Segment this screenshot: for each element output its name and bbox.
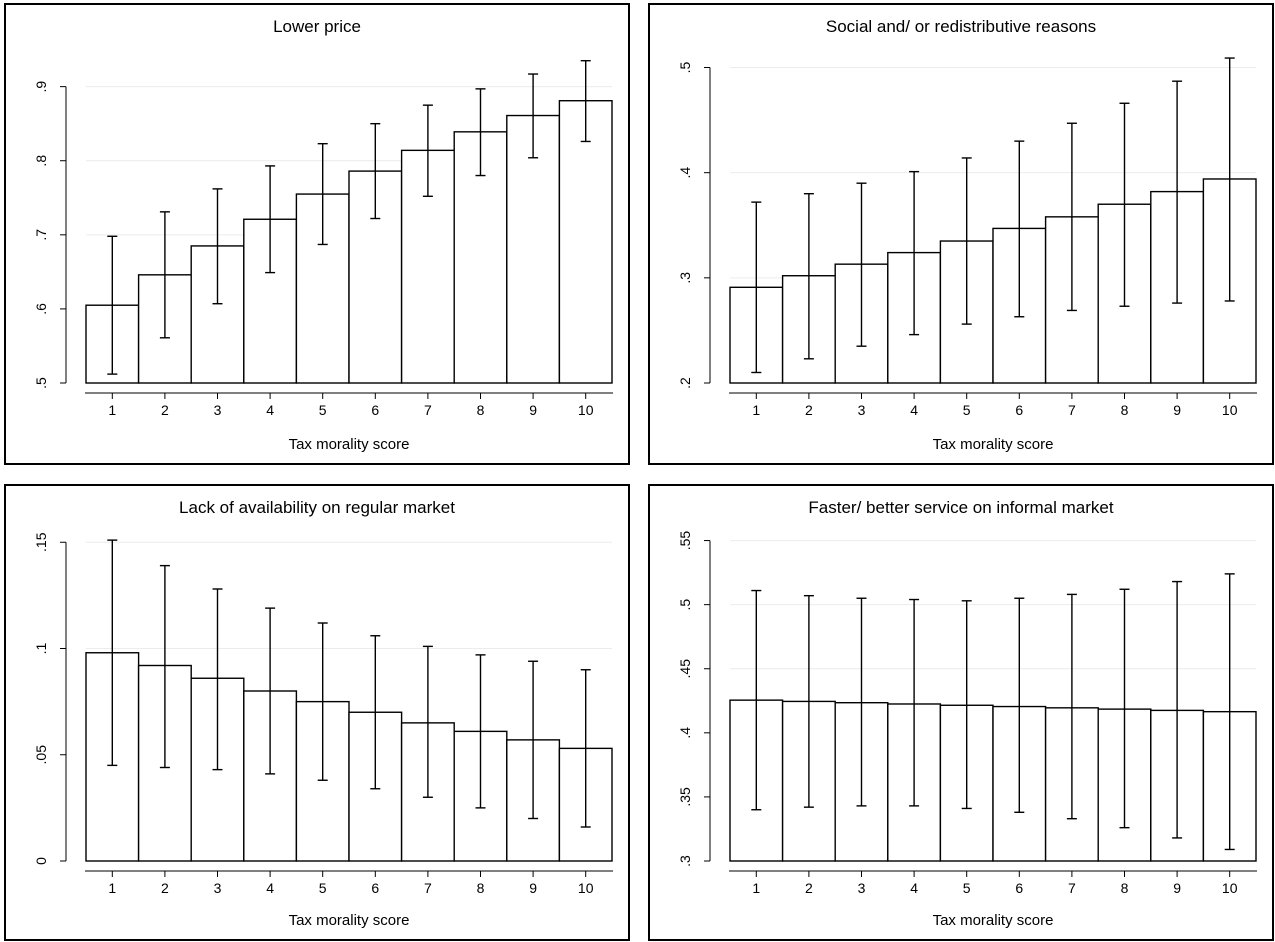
x-tick-label: 5 [319,402,327,418]
x-tick-label: 7 [424,880,432,896]
x-tick-label: 2 [161,402,169,418]
chart-title: Faster/ better service on informal marke… [808,498,1113,517]
x-tick-label: 8 [477,880,485,896]
x-tick-label: 10 [1222,402,1238,418]
x-tick-label: 1 [752,402,760,418]
x-tick-label: 6 [1015,880,1023,896]
chart-title: Lack of availability on regular market [179,498,455,517]
x-tick-label: 2 [805,402,813,418]
chart-svg: Faster/ better service on informal marke… [677,498,1257,929]
x-tick-label: 1 [752,880,760,896]
bar [453,131,508,384]
x-axis-label: Tax morality score [933,912,1054,929]
y-tick-label: .5 [677,599,693,611]
y-tick-label: .6 [33,303,49,315]
y-tick-label: .7 [33,229,49,241]
x-tick-label: 3 [858,880,866,896]
x-tick-label: 8 [1121,402,1129,418]
y-tick-label: .55 [677,531,693,551]
y-tick-label: .45 [677,659,693,679]
x-axis-label: Tax morality score [289,436,410,453]
chart-title: Social and/ or redistributive reasons [826,17,1096,36]
x-tick-label: 8 [477,402,485,418]
x-tick-label: 6 [1015,402,1023,418]
x-tick-label: 7 [1068,402,1076,418]
chart-title: Lower price [273,17,361,36]
x-tick-label: 7 [1068,880,1076,896]
y-tick-label: .8 [33,155,49,167]
y-tick-label: 0 [33,857,49,865]
x-tick-label: 3 [214,402,222,418]
x-tick-label: 5 [963,880,971,896]
x-tick-label: 4 [266,402,274,418]
x-tick-label: 5 [319,880,327,896]
y-tick-label: .4 [677,167,693,179]
x-tick-label: 7 [424,402,432,418]
x-tick-label: 3 [214,880,222,896]
bar [506,114,561,384]
y-tick-label: .3 [677,272,693,284]
x-tick-label: 10 [578,402,594,418]
x-tick-label: 6 [371,880,379,896]
y-tick-label: .5 [33,377,49,389]
x-tick-label: 8 [1121,880,1129,896]
chart-panel-faster-service: Faster/ better service on informal marke… [648,484,1274,941]
x-tick-label: 4 [266,880,274,896]
x-tick-label: 5 [963,402,971,418]
y-tick-label: .3 [677,855,693,867]
y-tick-label: .05 [33,745,49,765]
x-tick-label: 9 [529,880,537,896]
x-tick-label: 9 [1173,402,1181,418]
x-tick-label: 1 [108,880,116,896]
bar [558,100,613,384]
x-tick-label: 4 [910,880,918,896]
chart-svg: Lower price .5 .6 .7 .8 .9 1 2 3 4 5 6 7 8 9 10 Tax mora… [33,17,613,453]
y-tick-label: .5 [677,61,693,73]
x-tick-label: 10 [578,880,594,896]
x-tick-label: 2 [161,880,169,896]
x-tick-label: 1 [108,402,116,418]
y-tick-label: .15 [33,532,49,552]
x-tick-label: 3 [858,402,866,418]
chart-panel-lack-availability: Lack of availability on regular market 0.… [4,484,630,941]
x-tick-label: 10 [1222,880,1238,896]
x-axis-label: Tax morality score [933,436,1054,453]
y-tick-label: .4 [677,727,693,739]
y-tick-label: .2 [677,377,693,389]
y-tick-label: .1 [33,642,49,654]
x-tick-label: 9 [1173,880,1181,896]
x-tick-label: 2 [805,880,813,896]
y-tick-label: .35 [677,787,693,807]
x-tick-label: 4 [910,402,918,418]
x-tick-label: 6 [371,402,379,418]
x-axis-label: Tax morality score [289,912,410,929]
chart-panel-social-reasons: Social and/ or redistributive reasons .2.… [648,3,1274,465]
x-tick-label: 9 [529,402,537,418]
y-tick-label: .9 [33,81,49,93]
chart-panel-lower-price: Lower price .5 .6 .7 .8 .9 1 2 3 4 5 6 7 8 9 10 Tax mora… [4,3,630,465]
chart-svg: Lack of availability on regular market 0.… [33,498,613,929]
chart-svg: Social and/ or redistributive reasons .2.… [677,17,1257,453]
